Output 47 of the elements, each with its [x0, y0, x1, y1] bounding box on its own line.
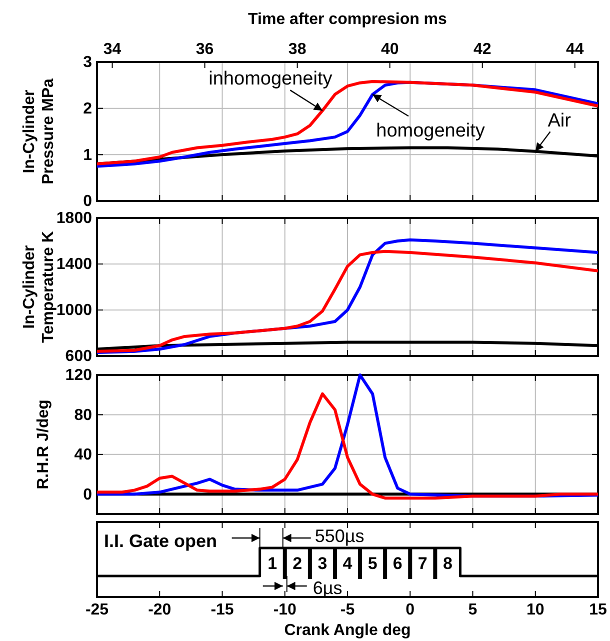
annotation: Air — [548, 110, 572, 132]
x-tick-label: -10 — [273, 601, 297, 618]
y-tick-label: 1800 — [56, 210, 92, 228]
annotation: 4 — [342, 554, 353, 573]
y-tick-label: 1400 — [56, 256, 92, 274]
y-tick-label: 0 — [83, 193, 92, 210]
x-tick-label: -5 — [340, 601, 355, 618]
x2-tick-label: 44 — [566, 41, 584, 58]
y-tick-label: 0 — [83, 486, 92, 504]
y-tick-label: 2 — [83, 100, 92, 118]
annotation: 5 — [368, 554, 378, 573]
x-tick-label: 0 — [406, 601, 415, 618]
annotation: 8 — [442, 554, 452, 573]
x2-tick-label: 38 — [288, 41, 306, 58]
annotation: I.I. Gate open — [104, 531, 218, 551]
y-axis-title: R.H.R J/deg — [35, 400, 52, 490]
annotation: 1 — [268, 554, 278, 573]
annotation: 3 — [318, 554, 328, 573]
x-tick-label: 5 — [468, 601, 478, 618]
x2-tick-label: 34 — [103, 41, 122, 58]
line-series — [96, 392, 600, 500]
x-axis-title: Crank Angle deg — [284, 622, 411, 639]
x-tick-label: -20 — [148, 601, 172, 618]
annotation: 6 — [392, 554, 402, 573]
x2-tick-label: 36 — [196, 41, 214, 58]
annotation: 7 — [418, 554, 428, 573]
x-tick-label: 15 — [589, 601, 607, 618]
annotation: inhomogeneity — [208, 68, 333, 90]
x-tick-label: -25 — [85, 601, 109, 618]
x2-tick-label: 40 — [380, 41, 399, 58]
x2-axis-title: Time after compresion ms — [248, 11, 448, 28]
y-tick-label: 120 — [65, 367, 92, 384]
annotation: homogeneity — [376, 120, 486, 142]
y-axis-title: In-Cylinder Pressure MPa — [21, 78, 57, 184]
text: 550µs — [314, 526, 364, 546]
y-tick-label: 1000 — [56, 302, 92, 320]
x2-tick-label: 42 — [473, 41, 492, 58]
y-tick-label: 600 — [65, 348, 92, 366]
y-axis-title: In-Cylinder Temperature K — [21, 230, 57, 343]
y-tick-label: 40 — [74, 446, 92, 464]
y-tick-label: 1 — [83, 146, 92, 164]
x-tick-label: 10 — [526, 601, 544, 618]
y-tick-label: 3 — [83, 54, 92, 72]
annotation: 2 — [292, 554, 302, 573]
x-tick-label: -15 — [210, 601, 234, 618]
y-tick-label: 80 — [74, 406, 92, 424]
text: 6µs — [312, 578, 342, 598]
